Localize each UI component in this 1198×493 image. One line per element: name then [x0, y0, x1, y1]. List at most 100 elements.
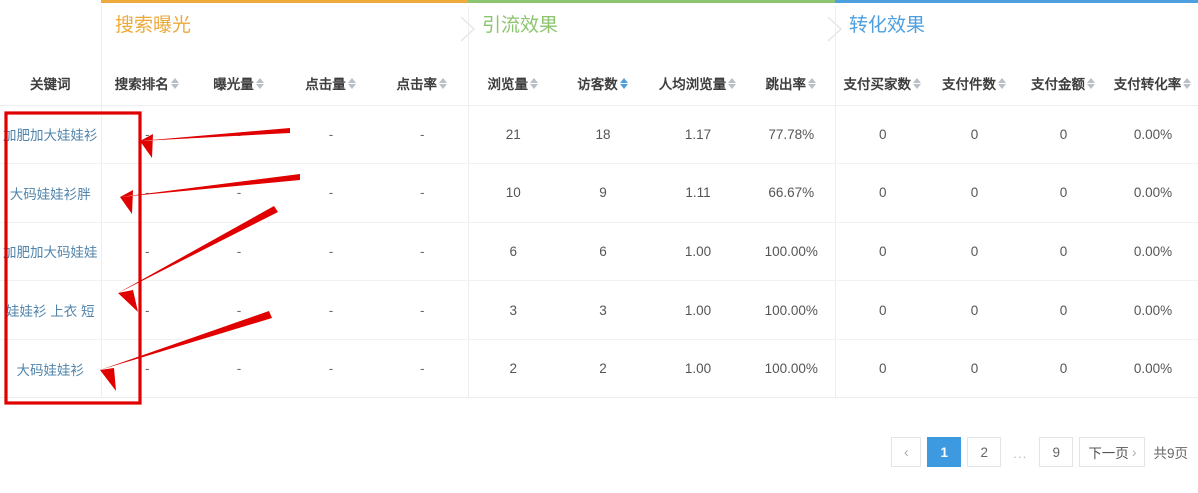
sort-arrows-icon[interactable] — [170, 76, 180, 90]
column-header-paid_items[interactable]: 支付件数 — [930, 62, 1019, 106]
sort-arrows-icon[interactable] — [619, 76, 629, 90]
sort-arrows-icon[interactable] — [1183, 76, 1192, 90]
cell-ctr: - — [377, 105, 468, 165]
cell-bounce_rate: 77.78% — [748, 105, 835, 165]
pagination-next-button[interactable]: 下一页 › — [1079, 437, 1146, 467]
group-separator-line — [835, 6, 836, 62]
cell-ctr: - — [377, 222, 468, 282]
column-header-avg_pageviews[interactable]: 人均浏览量 — [648, 62, 748, 106]
column-header-ctr[interactable]: 点击率 — [377, 62, 468, 106]
cell-value: 6 — [599, 243, 607, 259]
sort-arrows-icon[interactable] — [728, 76, 737, 90]
cell-pageviews: 3 — [467, 280, 558, 340]
cell-keyword: 大码娃娃衫胖 — [0, 163, 101, 223]
cell-value: - — [236, 243, 242, 259]
cell-value: 0 — [970, 243, 979, 259]
column-header-content: 浏览量 — [488, 73, 540, 93]
cell-visitors: 9 — [558, 163, 648, 223]
sort-arrows-icon[interactable] — [913, 76, 922, 90]
cell-clicks: - — [285, 222, 377, 282]
cell-value: 3 — [509, 302, 517, 318]
column-header-content: 曝光量 — [213, 73, 265, 93]
column-header-paid_buyers[interactable]: 支付买家数 — [834, 62, 930, 106]
group-accent-rule — [835, 0, 1198, 3]
cell-paid_amount: 0 — [1019, 339, 1108, 399]
column-header-pageviews[interactable]: 浏览量 — [467, 62, 558, 106]
keyword-link[interactable]: 加肥加大娃娃衫 — [3, 128, 98, 144]
column-group-traffic-effect: 引流效果 — [468, 0, 843, 62]
pagination-total-pages: 共9页 — [1153, 446, 1188, 461]
cell-value: - — [328, 302, 334, 318]
cell-paid_buyers: 0 — [834, 280, 930, 340]
column-header-label: 支付件数 — [942, 77, 996, 93]
cell-value: 0.00% — [1133, 302, 1173, 318]
keyword-link[interactable]: 大码娃娃衫 — [16, 362, 85, 378]
cell-value: 6 — [509, 243, 517, 259]
cell-value: 0 — [1059, 126, 1068, 142]
keyword-link[interactable]: 加肥加大码娃娃 — [3, 245, 98, 261]
column-header-bounce_rate[interactable]: 跳出率 — [748, 62, 835, 106]
cell-paid_buyers: 0 — [834, 339, 930, 399]
cell-clicks: - — [285, 339, 377, 399]
cell-clicks: - — [285, 280, 377, 340]
sort-arrows-icon[interactable] — [255, 76, 265, 90]
pagination: ‹ 1 2 ... 9 下一页 › 共9页 — [891, 437, 1188, 467]
pagination-next-label: 下一页 — [1088, 446, 1129, 461]
cell-value: 0.00% — [1133, 361, 1173, 377]
cell-ctr: - — [377, 163, 468, 223]
cell-value: 9 — [599, 185, 607, 201]
cell-value: - — [420, 126, 425, 142]
cell-impressions: - — [193, 339, 285, 399]
table-row: 大码娃娃衫胖 - - - - 10 9 1.11 66.67% 0 0 0 0.00% — [0, 163, 1198, 223]
cell-value: 0 — [970, 185, 979, 201]
sort-arrows-icon[interactable] — [347, 76, 357, 90]
cell-paid_buyers: 0 — [834, 163, 930, 223]
sort-arrows-icon[interactable] — [998, 76, 1007, 90]
column-header-content: 点击率 — [397, 73, 449, 93]
cell-value: 1.17 — [684, 126, 712, 142]
sort-arrows-icon[interactable] — [439, 76, 448, 90]
column-group-conversion-effect: 转化效果 — [835, 0, 1198, 62]
table-head: 关键词 搜索排名 曝光量 点击量 点击率 浏览量 访客数 人均浏览量 跳出率 支付买家数 支付件数 支… — [0, 62, 1198, 106]
column-header-label: 跳出率 — [765, 77, 807, 93]
keyword-link[interactable]: 大码娃娃衫胖 — [9, 186, 91, 202]
column-header-paid_cvr[interactable]: 支付转化率 — [1108, 62, 1198, 106]
cell-value: - — [420, 361, 425, 377]
column-header-paid_amount[interactable]: 支付金额 — [1019, 62, 1108, 106]
sort-arrows-icon[interactable] — [1087, 76, 1096, 90]
cell-value: - — [145, 243, 150, 259]
column-header-search_rank[interactable]: 搜索排名 — [100, 62, 193, 106]
cell-paid_cvr: 0.00% — [1108, 339, 1198, 399]
cell-avg_pageviews: 1.17 — [648, 105, 748, 165]
column-header-impressions[interactable]: 曝光量 — [193, 62, 285, 106]
cell-visitors: 6 — [558, 222, 648, 282]
group-title: 转化效果 — [849, 15, 926, 36]
column-header-clicks[interactable]: 点击量 — [285, 62, 377, 106]
cell-value: 0 — [1059, 243, 1068, 259]
cell-value: 3 — [599, 302, 607, 318]
column-header-visitors[interactable]: 访客数 — [558, 62, 648, 106]
cell-visitors: 18 — [558, 105, 648, 165]
cell-value: 0 — [878, 302, 887, 318]
pagination-page-1[interactable]: 1 — [927, 437, 962, 467]
pagination-page-2[interactable]: 2 — [967, 437, 1002, 467]
sort-arrows-icon[interactable] — [530, 76, 539, 90]
sort-arrows-icon[interactable] — [808, 76, 817, 90]
cell-value: 0 — [878, 243, 887, 259]
keyword-link[interactable]: 娃娃衫 上衣 短 — [5, 304, 95, 320]
column-header-label: 访客数 — [577, 77, 618, 93]
cell-value: 18 — [595, 126, 611, 142]
group-title: 引流效果 — [482, 15, 559, 36]
cell-paid_items: 0 — [930, 222, 1019, 282]
cell-value: 100.00% — [764, 361, 818, 377]
cell-paid_amount: 0 — [1019, 280, 1108, 340]
cell-value: - — [145, 126, 150, 142]
column-header-content: 人均浏览量 — [659, 73, 738, 93]
pagination-last-page[interactable]: 9 — [1039, 437, 1074, 467]
cell-value: 1.00 — [684, 302, 712, 318]
column-header-label: 支付买家数 — [843, 77, 912, 93]
column-header-label: 关键词 — [30, 77, 71, 93]
cell-value: 0 — [878, 126, 887, 142]
pagination-prev-button[interactable]: ‹ — [891, 437, 922, 467]
cell-paid_cvr: 0.00% — [1108, 105, 1198, 165]
